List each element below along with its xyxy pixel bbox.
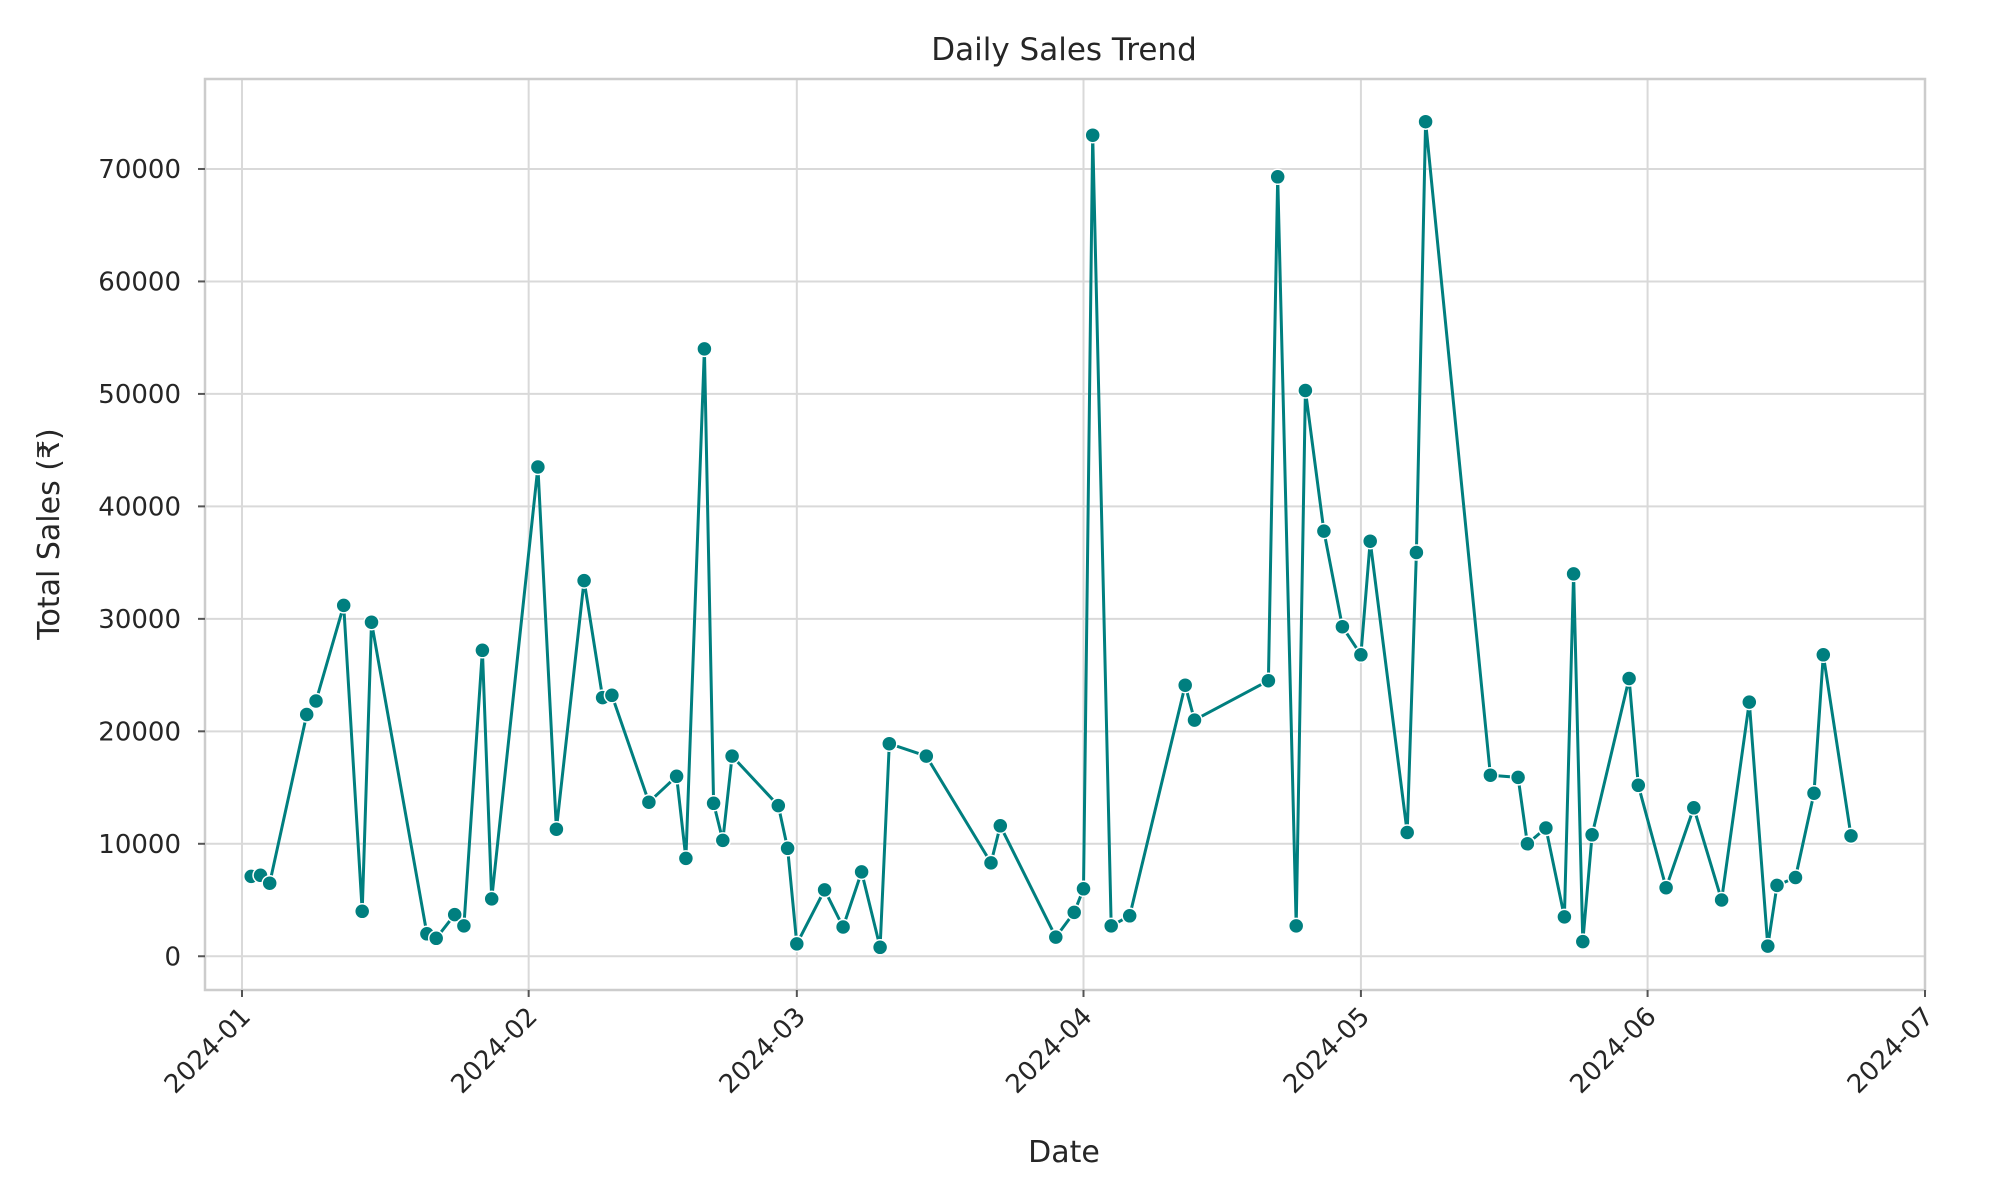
data-point (677, 850, 695, 867)
y-tick-label: 70000 (98, 155, 181, 185)
data-point (1287, 917, 1305, 935)
data-point (1741, 693, 1758, 711)
data-point (1297, 382, 1314, 399)
data-point (1657, 879, 1675, 896)
data-point (548, 820, 565, 838)
data-point (335, 597, 352, 614)
data-point (1047, 928, 1065, 946)
x-tick-label: 2024-06 (1564, 1002, 1662, 1100)
data-point (1713, 891, 1730, 909)
data-point (1084, 126, 1101, 144)
data-point (298, 706, 315, 723)
data-point (1186, 711, 1203, 729)
data-point (353, 903, 371, 920)
data-point (1685, 799, 1703, 817)
data-point (705, 795, 722, 812)
y-tick-label: 30000 (98, 605, 181, 635)
data-point (1269, 168, 1286, 186)
data-point (1565, 565, 1582, 583)
data-point (307, 692, 325, 710)
data-point (427, 930, 445, 947)
data-point (723, 747, 741, 765)
data-point (1260, 672, 1277, 689)
data-point (1768, 877, 1786, 894)
data-point (1398, 824, 1416, 841)
data-point (1574, 933, 1592, 950)
data-point (455, 917, 473, 935)
data-point (992, 817, 1009, 835)
data-point (982, 854, 1000, 872)
data-point (1805, 784, 1823, 802)
data-point (871, 939, 889, 956)
data-point (363, 613, 380, 631)
y-tick-label: 40000 (98, 492, 181, 522)
y-tick-label: 20000 (98, 717, 181, 747)
chart-title: Daily Sales Trend (931, 32, 1197, 68)
data-point (1556, 908, 1573, 926)
data-point (1121, 907, 1138, 925)
data-point (1408, 544, 1425, 561)
data-point (788, 935, 806, 953)
data-point (779, 840, 796, 857)
data-point (474, 642, 491, 659)
data-point (1630, 777, 1647, 794)
x-tick-label: 2024-05 (1278, 1002, 1376, 1100)
data-point (834, 918, 852, 936)
data-point (446, 906, 463, 923)
data-point (1583, 826, 1601, 844)
data-point (1102, 917, 1120, 935)
data-point (668, 768, 685, 785)
data-point (816, 881, 833, 899)
data-point (1334, 618, 1351, 635)
x-axis-label: Date (1028, 1135, 1100, 1170)
data-point (1361, 532, 1379, 550)
x-tick-label: 2024-03 (714, 1002, 812, 1100)
data-point (1537, 819, 1555, 837)
data-point (529, 458, 547, 476)
data-point (1352, 646, 1370, 664)
series-layer (242, 113, 1860, 956)
data-point (1509, 769, 1527, 786)
data-point (603, 687, 621, 704)
data-point (1759, 937, 1777, 955)
data-point (640, 793, 658, 811)
data-point (1075, 880, 1092, 898)
x-tick-label: 2024-01 (159, 1002, 257, 1100)
data-point (1842, 827, 1860, 845)
data-point (1417, 113, 1434, 130)
series-line (251, 120, 1853, 949)
data-point (261, 874, 278, 892)
y-tick-label: 60000 (98, 267, 181, 297)
data-point (1620, 670, 1638, 687)
y-tick-label: 50000 (98, 380, 181, 410)
grid-lines (205, 79, 1926, 990)
x-tick-label: 2024-04 (1000, 1002, 1098, 1100)
data-point (918, 747, 935, 765)
data-point (853, 863, 870, 881)
data-point (1482, 766, 1499, 784)
y-axis-label: Total Sales (₹) (32, 428, 67, 640)
data-point (483, 890, 500, 908)
data-point (1519, 835, 1536, 853)
x-tick-label: 2024-07 (1842, 1002, 1940, 1100)
data-point (1315, 522, 1333, 540)
data-point (1815, 646, 1832, 664)
y-tick-label: 10000 (98, 830, 181, 860)
data-point (714, 832, 732, 849)
data-point (696, 340, 713, 358)
data-point (881, 735, 898, 752)
plot-frame (203, 77, 1927, 992)
data-point (575, 572, 593, 589)
data-point (1065, 904, 1083, 921)
x-axis-ticks: 2024-01 2024-02 2024-03 2024-04 2024-05 2024-… (159, 990, 1940, 1100)
y-tick-label: 0 (164, 942, 181, 972)
x-tick-label: 2024-02 (446, 1002, 544, 1100)
y-axis-ticks: 0 10000 20000 30000 40000 50000 60000 70000 (98, 155, 205, 972)
data-point (1176, 676, 1194, 694)
data-point (1787, 869, 1804, 886)
data-point (770, 797, 787, 814)
